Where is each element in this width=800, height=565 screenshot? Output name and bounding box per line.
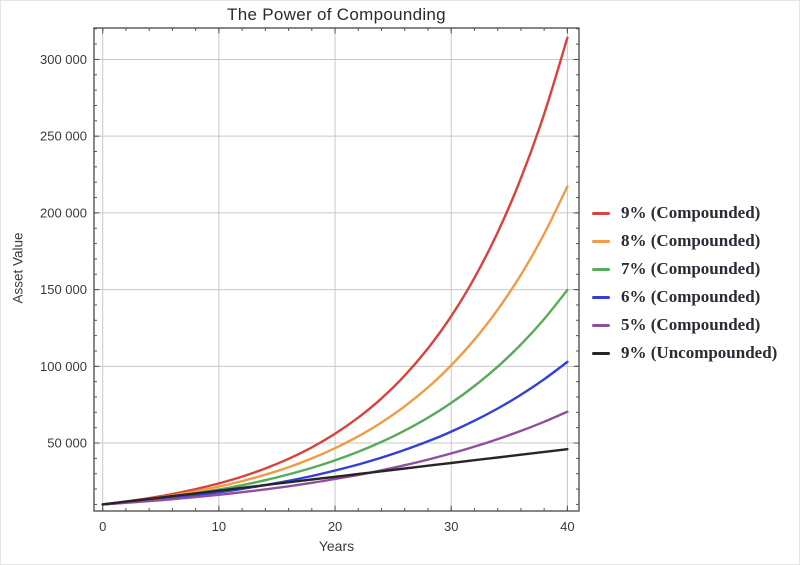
legend-label: 9% (Uncompounded) bbox=[621, 343, 778, 362]
legend-line-swatch bbox=[592, 239, 610, 243]
series-line-9-compounded bbox=[101, 36, 569, 506]
series-line-9-uncompounded bbox=[101, 448, 569, 506]
x-tick-label: 20 bbox=[328, 519, 342, 534]
legend-line-swatch bbox=[592, 295, 610, 299]
x-axis-label: Years bbox=[318, 538, 355, 554]
legend-line-swatch bbox=[592, 267, 610, 271]
x-tick-label: 30 bbox=[444, 519, 458, 534]
series-line-5-compounded bbox=[101, 410, 569, 506]
y-tick-label: 250 000 bbox=[40, 129, 87, 144]
legend-label: 7% (Compounded) bbox=[621, 259, 761, 278]
y-tick-label: 100 000 bbox=[40, 359, 87, 374]
y-axis-label: Asset Value bbox=[10, 232, 26, 304]
y-tick-label: 200 000 bbox=[40, 205, 87, 220]
legend-label: 8% (Compounded) bbox=[621, 231, 761, 250]
y-tick-label: 50 000 bbox=[47, 436, 87, 451]
x-tick-label: 40 bbox=[560, 519, 574, 534]
legend-line-swatch bbox=[592, 323, 610, 327]
legend-line-swatch bbox=[592, 351, 610, 355]
legend-label: 6% (Compounded) bbox=[621, 287, 761, 306]
y-tick-label: 150 000 bbox=[40, 282, 87, 297]
chart-title: The Power of Compounding bbox=[227, 5, 446, 24]
legend-item: 9% (Compounded) bbox=[592, 199, 777, 227]
legend-line-swatch bbox=[592, 211, 610, 215]
x-tick-label: 10 bbox=[212, 519, 226, 534]
legend-item: 9% (Uncompounded) bbox=[592, 339, 777, 367]
y-tick-label: 300 000 bbox=[40, 52, 87, 67]
legend-label: 5% (Compounded) bbox=[621, 315, 761, 334]
legend-item: 7% (Compounded) bbox=[592, 255, 777, 283]
legend-item: 5% (Compounded) bbox=[592, 311, 777, 339]
legend-item: 8% (Compounded) bbox=[592, 227, 777, 255]
series-line-6-compounded bbox=[101, 360, 569, 506]
legend-item: 6% (Compounded) bbox=[592, 283, 777, 311]
plot-frame bbox=[93, 27, 580, 512]
legend-label: 9% (Compounded) bbox=[621, 203, 761, 222]
plot-legend: 9% (Compounded) 8% (Compounded) 7% (Comp… bbox=[592, 199, 777, 367]
x-tick-label: 0 bbox=[99, 519, 106, 534]
